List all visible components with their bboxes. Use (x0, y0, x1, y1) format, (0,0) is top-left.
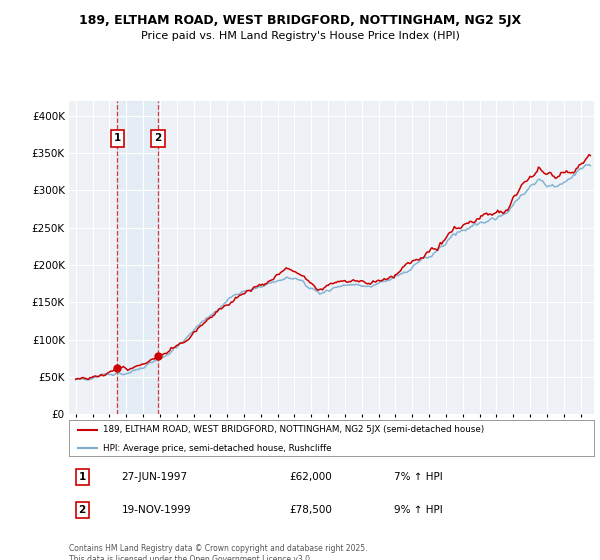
Text: Contains HM Land Registry data © Crown copyright and database right 2025.
This d: Contains HM Land Registry data © Crown c… (69, 544, 367, 560)
Text: 9% ↑ HPI: 9% ↑ HPI (395, 505, 443, 515)
Text: 27-JUN-1997: 27-JUN-1997 (121, 472, 188, 482)
Text: 189, ELTHAM ROAD, WEST BRIDGFORD, NOTTINGHAM, NG2 5JX: 189, ELTHAM ROAD, WEST BRIDGFORD, NOTTIN… (79, 14, 521, 27)
Text: Price paid vs. HM Land Registry's House Price Index (HPI): Price paid vs. HM Land Registry's House … (140, 31, 460, 41)
Text: HPI: Average price, semi-detached house, Rushcliffe: HPI: Average price, semi-detached house,… (103, 444, 332, 452)
Bar (118, 101, 158, 414)
Text: 1: 1 (114, 133, 121, 143)
Text: 7% ↑ HPI: 7% ↑ HPI (395, 472, 443, 482)
Text: 189, ELTHAM ROAD, WEST BRIDGFORD, NOTTINGHAM, NG2 5JX (semi-detached house): 189, ELTHAM ROAD, WEST BRIDGFORD, NOTTIN… (103, 426, 484, 435)
Text: 19-NOV-1999: 19-NOV-1999 (121, 505, 191, 515)
Text: 1: 1 (79, 472, 86, 482)
Text: 2: 2 (154, 133, 161, 143)
Text: £78,500: £78,500 (290, 505, 332, 515)
Text: £62,000: £62,000 (290, 472, 332, 482)
Text: 2: 2 (79, 505, 86, 515)
